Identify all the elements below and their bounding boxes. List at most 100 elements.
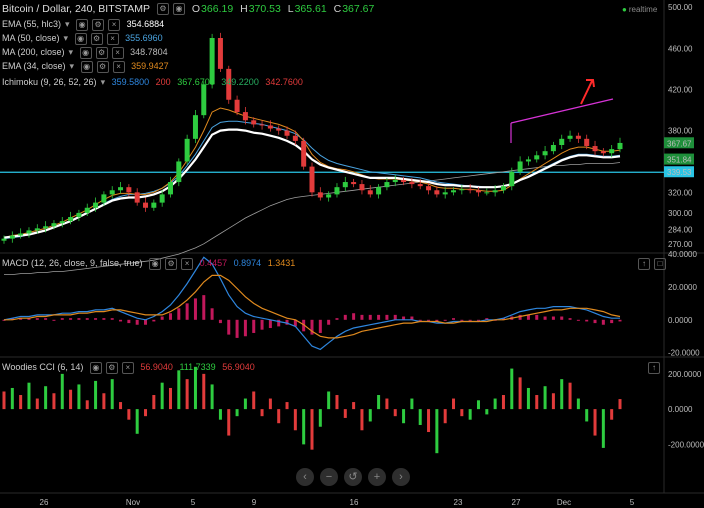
scroll-right-button[interactable]: › xyxy=(392,468,410,486)
candle-body xyxy=(267,125,273,129)
candle-body xyxy=(509,171,515,187)
y-tick-label: 0.0000 xyxy=(668,405,693,414)
cci-bar xyxy=(568,382,572,410)
cci-bar xyxy=(144,409,148,417)
cci-bar xyxy=(77,384,81,410)
close-icon[interactable]: × xyxy=(106,32,119,45)
cci-bar xyxy=(343,409,347,418)
cci-bar xyxy=(235,409,239,417)
cci-legend[interactable]: Woodies CCI (6, 14) ◉ ⚙ × 56.9040 111.7339… xyxy=(2,361,259,374)
cci-bar xyxy=(377,395,381,410)
macd-hist-bar xyxy=(94,318,98,320)
cci-bar xyxy=(368,409,372,422)
close-icon[interactable]: × xyxy=(112,60,125,73)
cci-bar xyxy=(610,409,614,420)
candle-body xyxy=(475,190,481,193)
macd-hist-bar xyxy=(177,308,181,320)
y-tick-label: 40.0000 xyxy=(668,250,697,259)
cci-bar xyxy=(476,400,480,410)
arrow-drawing xyxy=(580,79,595,105)
settings-icon[interactable]: ⚙ xyxy=(96,60,109,73)
realtime-dot-icon: ● xyxy=(622,5,627,14)
close-icon[interactable]: × xyxy=(181,257,194,270)
realtime-label: realtime xyxy=(628,5,658,14)
settings-icon[interactable]: ⚙ xyxy=(156,3,169,16)
zoom-in-button[interactable]: + xyxy=(368,468,386,486)
candle-body xyxy=(534,155,540,160)
candle-body xyxy=(600,151,606,154)
maximize-icon[interactable]: □ xyxy=(654,257,666,270)
visibility-icon[interactable]: ◉ xyxy=(149,257,162,270)
candle-body xyxy=(34,228,40,231)
cci-bar xyxy=(435,409,439,454)
cci-bar xyxy=(427,409,431,433)
settings-icon[interactable]: ⚙ xyxy=(165,257,178,270)
settings-icon[interactable]: ⚙ xyxy=(90,32,103,45)
indicator-row-ema34[interactable]: EMA (34, close) ▾ ◉ ⚙ × 359.9427 xyxy=(2,60,169,73)
visibility-icon[interactable]: ◉ xyxy=(80,60,93,73)
macd-hist-bar xyxy=(144,319,148,325)
y-tick-label: 500.00 xyxy=(668,3,693,12)
close-icon[interactable]: × xyxy=(121,361,134,374)
y-tick-label: -20.0000 xyxy=(668,349,700,358)
y-tick-label: 200.0000 xyxy=(668,370,702,379)
cci-bar xyxy=(160,382,164,410)
visibility-icon[interactable]: ◉ xyxy=(76,18,89,31)
indicator-value: 342.7600 xyxy=(265,77,303,87)
indicator-row-ichimoku[interactable]: Ichimoku (9, 26, 52, 26) ▾ 359.5800 200 3… xyxy=(2,77,303,87)
reset-button[interactable]: ↺ xyxy=(344,468,362,486)
candle-body xyxy=(442,192,448,195)
visibility-icon[interactable]: ◉ xyxy=(74,32,87,45)
macd-hist-bar xyxy=(468,319,472,321)
symbol-title[interactable]: Bitcoin / Dollar, 240, BITSTAMP xyxy=(2,3,151,15)
cci-bar xyxy=(127,409,131,420)
macd-hist-bar xyxy=(52,319,56,321)
macd-hist-bar xyxy=(610,319,614,324)
cci-bar xyxy=(560,379,564,410)
ema55-line xyxy=(3,128,621,239)
move-up-icon[interactable]: ↑ xyxy=(648,361,660,374)
ohlc-c-label: C xyxy=(333,3,342,15)
cci-bar xyxy=(119,402,123,410)
indicator-row-ma50[interactable]: MA (50, close) ▾ ◉ ⚙ × 355.6960 xyxy=(2,32,163,45)
cci-bar xyxy=(601,409,605,448)
macd-hist-bar xyxy=(585,319,589,322)
visibility-icon[interactable]: ◉ xyxy=(89,361,102,374)
cci-bar xyxy=(243,398,247,410)
candle-body xyxy=(317,192,323,198)
candle-body xyxy=(525,159,531,162)
move-up-icon[interactable]: ↑ xyxy=(638,257,650,270)
indicator-value: 354.6884 xyxy=(126,19,165,29)
zoom-out-button[interactable]: − xyxy=(320,468,338,486)
settings-icon[interactable]: ⚙ xyxy=(105,361,118,374)
close-icon[interactable]: × xyxy=(111,46,124,59)
candle-body xyxy=(584,138,590,147)
y-tick-label: 300.00 xyxy=(668,209,693,218)
candle-body xyxy=(26,230,32,234)
visibility-icon[interactable]: ◉ xyxy=(79,46,92,59)
macd-signal-value: 1.3431 xyxy=(267,258,296,268)
macd-hist-bar xyxy=(551,316,555,320)
settings-icon[interactable]: ⚙ xyxy=(92,18,105,31)
visibility-icon[interactable]: ◉ xyxy=(172,3,185,16)
macd-hist-bar xyxy=(526,314,530,320)
settings-icon[interactable]: ⚙ xyxy=(95,46,108,59)
candle-body xyxy=(392,179,398,183)
cci-bar xyxy=(393,409,397,417)
macd-hist-bar xyxy=(601,319,605,325)
candle-body xyxy=(143,202,149,208)
scroll-left-button[interactable]: ‹ xyxy=(296,468,314,486)
macd-hist-bar xyxy=(302,319,306,332)
candle-body xyxy=(242,112,248,121)
indicator-row-ma200[interactable]: MA (200, close) ▾ ◉ ⚙ × 348.7804 xyxy=(2,46,168,59)
y-tick-label: 284.00 xyxy=(668,225,693,234)
trendline-drawing xyxy=(510,98,614,124)
indicator-value: 200 xyxy=(155,77,171,87)
candle-body xyxy=(134,192,140,203)
macd-legend[interactable]: MACD (12, 26, close, 9, false, true) ◉ ⚙ ×… xyxy=(2,257,299,270)
close-icon[interactable]: × xyxy=(108,18,121,31)
ichimoku-price-tag xyxy=(664,153,694,165)
indicator-row-ema55[interactable]: EMA (55, hlc3) ▾ ◉ ⚙ × 354.6884 xyxy=(2,18,165,31)
hline-price-label: 339.53 xyxy=(667,168,692,177)
